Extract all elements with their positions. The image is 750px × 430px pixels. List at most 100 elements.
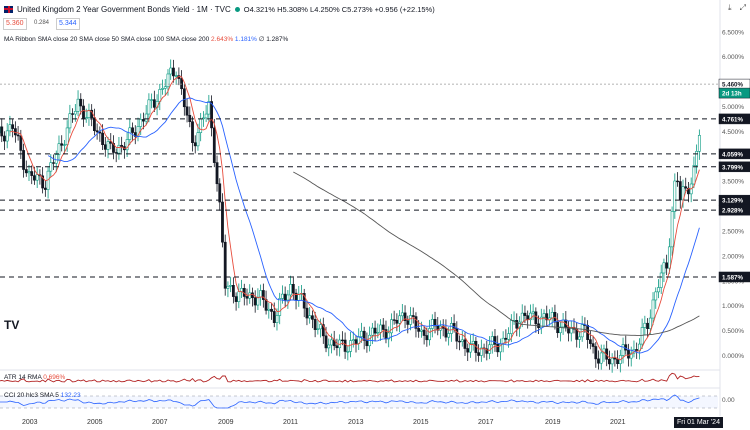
candle-body	[616, 358, 620, 364]
candle-body	[297, 293, 301, 301]
candle-body	[558, 326, 562, 334]
x-tick: 2007	[152, 419, 168, 426]
candle-body	[646, 322, 649, 329]
cci-zero-tick: 0.00	[722, 397, 735, 404]
price-tag-box	[718, 113, 750, 125]
candle-body	[528, 312, 532, 321]
candle-body	[313, 319, 317, 330]
candle-body	[147, 99, 151, 115]
candle-body	[400, 312, 404, 317]
candle-body	[588, 339, 592, 344]
candle-body	[54, 154, 58, 164]
price-tag-box	[718, 148, 750, 160]
buy-price[interactable]: 5.344	[56, 18, 80, 30]
candle-body	[545, 313, 549, 321]
candle-body	[125, 139, 129, 151]
download-icon[interactable]: ⤓	[728, 3, 732, 12]
candle-body	[684, 186, 688, 189]
cci-legend[interactable]: CCI 20 hlc3 SMA 5 132.23	[4, 392, 81, 399]
atr-label: ATR 14 RMA	[4, 374, 42, 381]
candle-body	[19, 135, 23, 151]
candle-body	[13, 128, 17, 136]
candle-body	[422, 329, 426, 336]
candle-body	[256, 296, 260, 306]
y-tick: 2.500%	[722, 229, 744, 236]
candle-body	[452, 323, 456, 329]
candle-body	[84, 117, 88, 120]
price-tag-box	[718, 161, 750, 173]
candle-body	[479, 347, 483, 356]
ma-ribbon-legend[interactable]: MA Ribbon SMA close 20 SMA close 50 SMA …	[4, 35, 288, 43]
candle-body	[488, 344, 491, 354]
candle-body	[49, 162, 53, 172]
candle-body	[106, 141, 110, 150]
candle-body	[82, 105, 85, 120]
candle-body	[673, 180, 677, 212]
candle-body	[591, 343, 595, 347]
price-chart[interactable]: 6.500%6.000%5.500%5.000%4.500%4.000%3.50…	[0, 0, 750, 416]
candle-body	[202, 117, 205, 120]
price-tag-label: 4.059%	[722, 151, 743, 158]
candle-body	[278, 298, 282, 316]
candle-body	[193, 142, 197, 147]
candle-body	[695, 151, 699, 166]
candle-body	[308, 315, 312, 319]
candle-body	[41, 175, 45, 189]
candle-body	[477, 352, 481, 356]
candle-body	[561, 319, 565, 328]
candle-body	[471, 340, 475, 344]
spread-value: 0.284	[34, 20, 50, 26]
candle-body	[8, 124, 12, 132]
candle-body	[63, 144, 66, 146]
sma50-value: 1.181%	[234, 36, 257, 43]
candle-body	[35, 174, 39, 181]
time-axis[interactable]: 2003 2005 2007 2009 2011 2013 2015 2017 …	[0, 416, 750, 430]
y-tick: 1.000%	[722, 303, 744, 310]
y-tick: 4.500%	[722, 129, 744, 136]
candle-body	[370, 327, 374, 336]
candle-body	[253, 297, 257, 306]
price-tag-label: 3.129%	[722, 198, 743, 205]
candle-body	[504, 337, 508, 340]
candle-body	[231, 285, 235, 297]
candle-body	[182, 88, 186, 108]
atr-legend[interactable]: ATR 14 RMA 0.696%	[4, 374, 65, 381]
candle-body	[330, 339, 333, 346]
candle-body	[33, 175, 36, 181]
atr-value: 0.696%	[43, 374, 66, 381]
candle-body	[120, 144, 124, 147]
candle-body	[602, 348, 606, 354]
candle-body	[204, 113, 208, 119]
candle-body	[381, 324, 385, 330]
candle-body	[629, 352, 633, 359]
x-tick: 2015	[413, 419, 429, 426]
candle-body	[30, 171, 34, 176]
candle-body	[507, 333, 511, 340]
candle-body	[490, 336, 494, 346]
y-tick: 6.000%	[722, 54, 744, 61]
candle-body	[360, 330, 363, 337]
symbol-title[interactable]: United Kingdom 2 Year Government Bonds Y…	[17, 4, 231, 14]
candle-body	[150, 99, 154, 101]
x-tick: 2011	[283, 419, 299, 426]
candle-body	[0, 126, 4, 137]
candle-body	[599, 352, 603, 364]
sell-price[interactable]: 5.360	[3, 18, 27, 30]
candle-body	[335, 345, 339, 349]
expand-icon[interactable]: ⤢	[739, 3, 746, 12]
candle-body	[697, 135, 701, 152]
candle-body	[76, 98, 80, 112]
candle-body	[433, 319, 437, 327]
candle-body	[117, 144, 121, 154]
sma20-value: 2.643%	[211, 36, 234, 43]
candle-body	[640, 327, 644, 345]
candle-body	[578, 336, 581, 340]
candle-body	[163, 86, 167, 89]
candle-body	[406, 320, 410, 325]
candle-body	[43, 187, 47, 190]
candle-body	[414, 316, 418, 329]
sma200-line	[293, 171, 700, 336]
candle-body	[463, 339, 467, 349]
price-tag-label: 1.587%	[722, 274, 743, 281]
